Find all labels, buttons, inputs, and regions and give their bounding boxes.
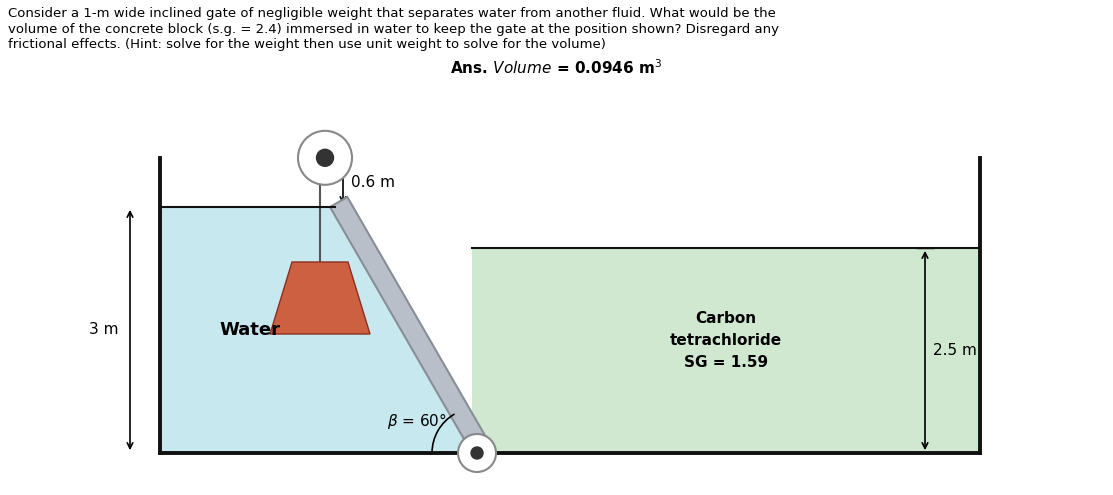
- Circle shape: [298, 131, 352, 185]
- Polygon shape: [472, 248, 981, 453]
- Text: $\beta$ = 60°: $\beta$ = 60°: [387, 411, 447, 431]
- Polygon shape: [160, 207, 472, 453]
- Text: Carbon
tetrachloride
SG = 1.59: Carbon tetrachloride SG = 1.59: [670, 310, 782, 370]
- Circle shape: [471, 447, 483, 459]
- Circle shape: [316, 149, 334, 166]
- Text: 0.6 m: 0.6 m: [351, 175, 395, 190]
- Text: 2.5 m: 2.5 m: [933, 343, 977, 358]
- Polygon shape: [270, 262, 370, 334]
- Text: Ans. $\mathit{Volume}$ = 0.0946 m$^3$: Ans. $\mathit{Volume}$ = 0.0946 m$^3$: [451, 58, 662, 77]
- Text: 3 m: 3 m: [89, 323, 118, 338]
- Circle shape: [459, 434, 496, 472]
- Polygon shape: [329, 197, 490, 453]
- Text: Consider a 1-m wide inclined gate of negligible weight that separates water from: Consider a 1-m wide inclined gate of neg…: [8, 7, 776, 20]
- Text: frictional effects. (Hint: solve for the weight then use unit weight to solve fo: frictional effects. (Hint: solve for the…: [8, 38, 605, 51]
- Text: volume of the concrete block (s.g. = 2.4) immersed in water to keep the gate at : volume of the concrete block (s.g. = 2.4…: [8, 22, 779, 36]
- Text: Water: Water: [219, 321, 280, 339]
